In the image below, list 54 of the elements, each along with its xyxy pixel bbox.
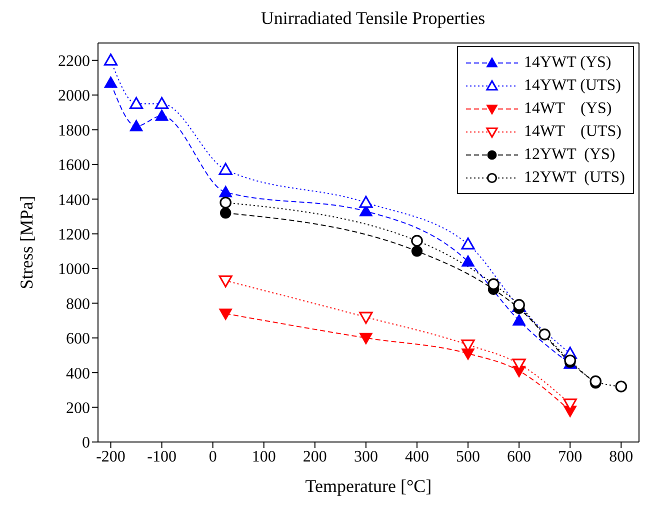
- x-tick-label: 500: [456, 448, 480, 466]
- y-tick-label: 2000: [58, 88, 90, 105]
- x-tick-label: 0: [208, 448, 217, 466]
- point: [155, 109, 168, 121]
- point: [411, 246, 423, 257]
- point: [512, 314, 526, 326]
- x-tick-label: 800: [609, 448, 634, 466]
- point: [219, 308, 232, 320]
- x-tick-label: 700: [558, 448, 582, 466]
- y-tick-label: 200: [66, 400, 90, 417]
- point: [220, 207, 232, 219]
- point: [104, 76, 118, 88]
- x-tick-label: 100: [252, 448, 276, 466]
- point: [461, 237, 475, 250]
- y-tick-label: 400: [66, 365, 90, 382]
- point: [130, 120, 143, 132]
- point: [218, 162, 232, 175]
- x-tick-label: 400: [404, 448, 429, 466]
- point: [411, 234, 423, 247]
- point: [462, 255, 475, 267]
- point: [129, 96, 144, 110]
- legend-label: 14WT (UTS): [524, 122, 622, 140]
- legend-label: 12YWT (UTS): [524, 168, 625, 186]
- x-tick-label: 600: [507, 448, 532, 466]
- x-axis-title: Temperature [°C]: [305, 476, 432, 496]
- point: [359, 196, 373, 208]
- point: [218, 275, 232, 288]
- y-tick-label: 800: [66, 296, 90, 313]
- point: [219, 186, 232, 198]
- x-tick-label: 200: [302, 448, 327, 466]
- y-tick-label: 600: [66, 330, 90, 348]
- y-tick-label: 2200: [58, 53, 90, 70]
- legend-label: 14YWT (UTS): [524, 76, 621, 94]
- legend-label: 12YWT (YS): [524, 146, 616, 164]
- y-tick-label: 0: [82, 434, 90, 452]
- x-tick-label: 300: [354, 448, 378, 466]
- point: [220, 196, 232, 208]
- y-tick-label: 1400: [58, 192, 90, 209]
- y-tick-label: 1800: [58, 122, 90, 140]
- x-tick-label: -200: [96, 448, 126, 466]
- point: [615, 380, 628, 392]
- y-tick-label: 1200: [58, 226, 90, 244]
- legend-label: 14WT (YS): [524, 100, 612, 118]
- legend-label: 14YWT (YS): [524, 54, 612, 72]
- point: [104, 54, 118, 66]
- y-tick-label: 1000: [58, 261, 90, 278]
- point: [359, 312, 373, 324]
- point: [154, 96, 169, 110]
- chart-title: Unirradiated Tensile Properties: [260, 8, 486, 30]
- x-tick-label: -100: [147, 448, 176, 466]
- point: [538, 328, 550, 340]
- y-axis-title: Stress [MPa]: [16, 196, 36, 290]
- point: [359, 332, 372, 344]
- y-tick-label: 1600: [58, 157, 90, 174]
